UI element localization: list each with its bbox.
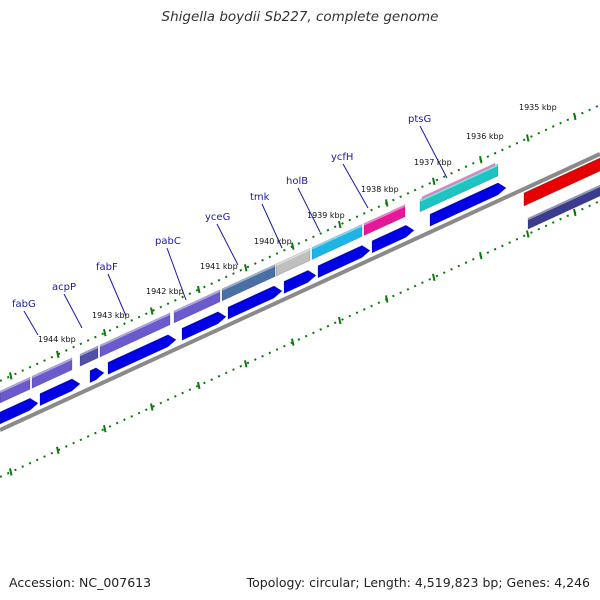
outer-tick-row-major-tick [150, 307, 154, 315]
outer-tick-row-major-tick [573, 112, 577, 121]
gene-band-pabC-shine [221, 264, 276, 291]
inner-tick-row-major-tick [56, 446, 60, 454]
gene-label-ptsG: ptsG [408, 114, 431, 125]
gene-leader-ptsG [419, 125, 448, 179]
gene-band-yceG [275, 247, 311, 277]
outer-tick-row-major-tick [479, 155, 483, 164]
gene-leader-acpP [63, 293, 83, 329]
cds-arrow-6 [283, 269, 317, 294]
gene-leader-fabG [23, 310, 39, 336]
dark-feature-band-shine [527, 184, 600, 221]
inner-tick-row-major-tick [150, 403, 154, 411]
inner-tick-row-major-tick [9, 468, 13, 476]
gene-band-acpP-shine [79, 346, 99, 357]
gene-label-yceG: yceG [205, 212, 230, 223]
cds-arrow-4 [181, 311, 227, 341]
outer-tick-row-major-tick [103, 328, 107, 337]
outer-tick-row-major-tick [9, 372, 13, 380]
genome-title: Shigella boydii Sb227, complete genome [161, 9, 439, 25]
outer-tick-row-major-tick [338, 220, 342, 229]
inner-tick-row-major-tick [432, 273, 436, 282]
gene-band-fabG [31, 357, 73, 389]
cds-arrow-8 [371, 224, 415, 254]
inner-tick-row-major-tick [526, 230, 530, 238]
gene-band-fabG-shine [31, 357, 73, 379]
gene-band-fabF-shine [173, 289, 221, 313]
outer-tick-row-major-tick [385, 199, 389, 207]
cds-arrow-1 [39, 378, 81, 407]
accession-label: Accession: NC_007613 [9, 575, 152, 590]
gene-band-pabC [221, 264, 276, 302]
kbp-tick-label: 1943 kbp [92, 311, 130, 320]
inner-tick-row-major-tick [338, 316, 342, 325]
outer-tick-row-major-tick [432, 177, 436, 186]
kbp-tick-label: 1936 kbp [466, 132, 504, 141]
gene-band-ycfH-shine [421, 163, 496, 199]
kbp-tick-label: 1942 kbp [146, 287, 184, 296]
inner-tick-row-major-tick [244, 360, 248, 368]
gene-leader-holB [297, 187, 321, 233]
cds-arrow-2 [89, 367, 105, 384]
inner-tick-row-major-tick [103, 424, 107, 433]
gene-band-fabG-shine [0, 377, 31, 393]
inner-tick-row-major-tick [573, 208, 577, 217]
gene-label-fabF: fabF [96, 262, 118, 273]
inner-tick-row-major-tick [291, 338, 295, 346]
gene-label-fabG: fabG [12, 299, 36, 310]
gene-label-acpP: acpP [52, 282, 76, 293]
gene-leader-ycfH [342, 163, 369, 209]
inner-tick-row-major-tick [197, 381, 201, 390]
cds-arrow-3 [107, 334, 177, 375]
gene-band-holB-shine [363, 204, 406, 226]
gene-label-tmk: tmk [250, 192, 270, 203]
inner-tick-row-major-tick [479, 251, 483, 260]
gene-leader-tmk [261, 203, 283, 249]
cds-arrow-5 [227, 285, 283, 320]
gene-leader-pabC [166, 247, 187, 301]
gene-band-ptsG-shine [419, 164, 499, 202]
outer-tick-row-major-tick [526, 134, 530, 142]
gene-label-holB: holB [286, 176, 308, 187]
cds-arrow-9 [429, 182, 507, 227]
gene-label-pabC: pabC [155, 236, 181, 247]
backbone-line [0, 152, 600, 432]
kbp-tick-label: 1935 kbp [519, 103, 557, 112]
gene-band-fabF-shine [99, 312, 171, 347]
gene-band-fabG [0, 376, 31, 404]
gene-band-yceG-shine [275, 248, 311, 266]
outer-tick-row-major-tick [244, 264, 248, 272]
outer-tick-row-major-tick [291, 242, 295, 250]
outer-tick-row-major-tick [56, 350, 60, 358]
kbp-tick-label: 1940 kbp [254, 237, 292, 246]
red-feature-arrow [523, 157, 600, 207]
gene-band-ptsG [419, 163, 499, 213]
dark-feature-band [527, 184, 600, 230]
genome-summary: Topology: circular; Length: 4,519,823 bp… [246, 575, 590, 590]
kbp-tick-label: 1941 kbp [200, 262, 238, 271]
gene-label-ycfH: ycfH [331, 152, 353, 163]
gene-band-tmk-shine [311, 224, 363, 250]
kbp-tick-label: 1938 kbp [361, 185, 399, 194]
gene-leader-yceG [216, 223, 239, 266]
gene-band-fabF [99, 312, 171, 358]
gene-band-holB [363, 204, 406, 237]
cds-arrow-0 [0, 397, 39, 425]
outer-tick-row-major-tick [197, 285, 201, 294]
gene-leader-fabF [107, 273, 127, 317]
inner-tick-row-major-tick [385, 295, 389, 303]
kbp-tick-label: 1939 kbp [307, 211, 345, 220]
gene-band-fabF [173, 289, 221, 324]
gene-band-tmk [311, 224, 363, 260]
inner-tick-row [0, 200, 600, 478]
kbp-tick-label: 1944 kbp [38, 335, 76, 344]
kbp-tick-label: 1937 kbp [414, 158, 452, 167]
cds-arrow-7 [317, 245, 371, 279]
gene-band-acpP [79, 345, 99, 367]
